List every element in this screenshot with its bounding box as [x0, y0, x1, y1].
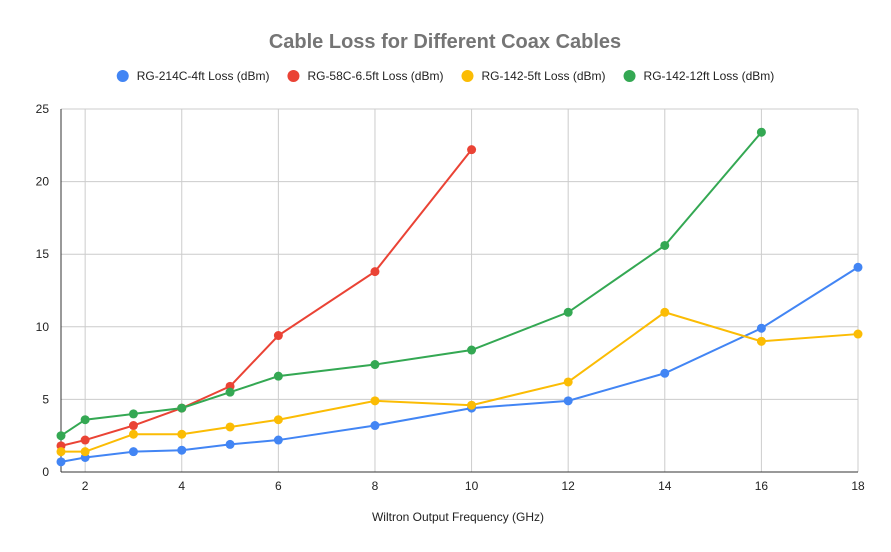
data-point	[128, 429, 138, 439]
data-point	[273, 331, 283, 341]
legend-marker	[461, 70, 474, 82]
legend-label: RG-58C-6.5ft Loss (dBm)	[307, 69, 443, 83]
y-tick-label: 20	[36, 175, 50, 189]
data-point	[80, 415, 90, 425]
data-point	[56, 447, 66, 457]
y-tick-label: 5	[42, 392, 49, 406]
x-tick-label: 10	[465, 479, 479, 493]
legend-label: RG-142-12ft Loss (dBm)	[644, 69, 775, 83]
data-point	[128, 421, 138, 431]
y-tick-label: 10	[36, 320, 50, 334]
legend-item: RG-58C-6.5ft Loss (dBm)	[287, 69, 443, 83]
data-point	[467, 345, 477, 355]
series-3	[56, 307, 863, 457]
legend-marker	[116, 70, 129, 82]
data-point	[467, 400, 477, 410]
data-point	[177, 403, 187, 413]
series-4	[56, 127, 766, 441]
data-point	[56, 431, 66, 441]
x-tick-label: 8	[372, 479, 379, 493]
legend: RG-214C-4ft Loss (dBm) RG-58C-6.5ft Loss …	[116, 69, 775, 83]
x-axis-ticks: 2 4 6 8 10 12 14 16 18	[82, 479, 865, 493]
x-tick-label: 4	[178, 479, 185, 493]
y-axis-ticks: 0 5 10 15 20 25	[36, 102, 50, 479]
data-point	[128, 447, 138, 457]
x-tick-label: 2	[82, 479, 89, 493]
legend-marker	[623, 70, 636, 82]
data-point	[128, 409, 138, 419]
legend-label: RG-214C-4ft Loss (dBm)	[137, 69, 270, 83]
data-point	[370, 267, 380, 277]
series-line	[60, 149, 473, 447]
y-tick-label: 0	[42, 465, 49, 479]
axes	[60, 109, 858, 473]
data-point	[370, 421, 380, 431]
x-tick-label: 18	[851, 479, 865, 493]
data-point	[225, 387, 235, 397]
x-tick-label: 14	[658, 479, 672, 493]
chart-title: Cable Loss for Different Coax Cables	[269, 31, 621, 53]
data-point	[273, 435, 283, 445]
legend-label: RG-142-5ft Loss (dBm)	[481, 69, 605, 83]
data-point	[853, 262, 863, 272]
data-point	[756, 127, 766, 137]
data-point	[660, 368, 670, 378]
data-point	[563, 377, 573, 387]
data-point	[177, 429, 187, 439]
data-point	[370, 360, 380, 370]
data-point	[225, 422, 235, 432]
legend-item: RG-214C-4ft Loss (dBm)	[116, 69, 270, 83]
x-axis-title: Wiltron Output Frequency (GHz)	[372, 510, 544, 524]
data-point	[273, 415, 283, 425]
legend-marker	[287, 70, 300, 82]
grid-lines	[61, 108, 859, 472]
series-1	[56, 262, 863, 467]
y-tick-label: 15	[36, 247, 50, 261]
data-point	[853, 329, 863, 339]
series-layer	[56, 127, 863, 467]
legend-item: RG-142-5ft Loss (dBm)	[461, 69, 606, 83]
data-point	[563, 307, 573, 317]
data-point	[563, 396, 573, 406]
x-tick-label: 12	[562, 479, 576, 493]
legend-item: RG-142-12ft Loss (dBm)	[623, 69, 775, 83]
data-point	[80, 447, 90, 457]
data-point	[660, 307, 670, 317]
data-point	[225, 439, 235, 449]
data-point	[56, 457, 66, 467]
data-point	[80, 435, 90, 445]
x-tick-label: 16	[755, 479, 769, 493]
series-line	[61, 311, 859, 453]
data-point	[370, 396, 380, 406]
series-line	[60, 266, 859, 463]
data-point	[756, 323, 766, 333]
y-tick-label: 25	[36, 102, 50, 116]
data-point	[467, 145, 477, 155]
x-tick-label: 6	[275, 479, 282, 493]
data-point	[660, 240, 670, 250]
data-point	[756, 336, 766, 346]
data-point	[177, 445, 187, 455]
data-point	[273, 371, 283, 381]
